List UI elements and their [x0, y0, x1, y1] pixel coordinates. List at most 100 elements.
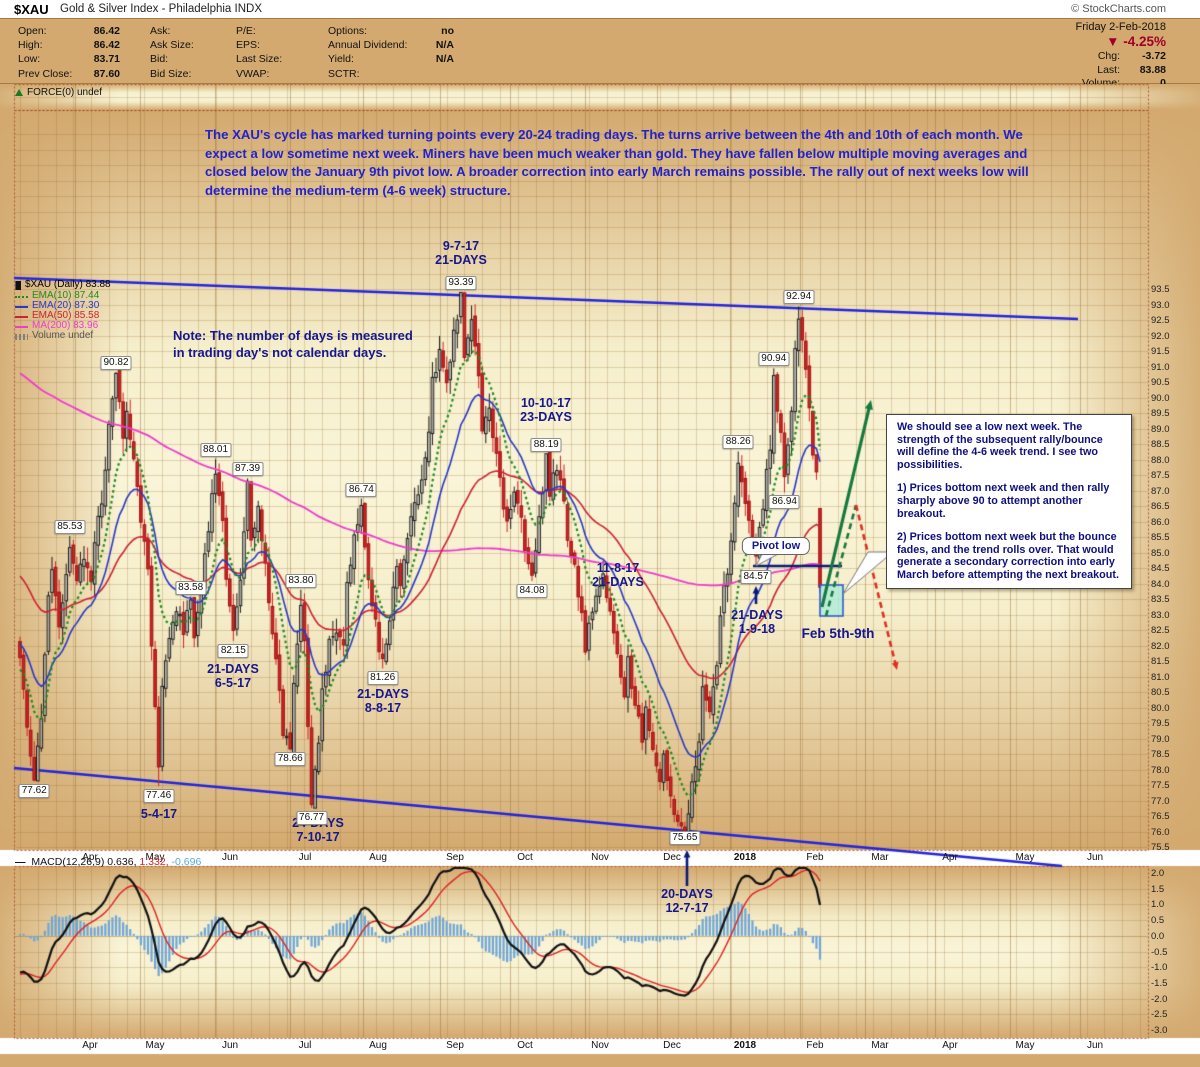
quote-label: Bid:	[150, 53, 169, 66]
price-axis-tick: 81.5	[1151, 656, 1170, 667]
quote-columns: Open: 86.42 High: 86.42 Low: 83.71 Prev Close:…	[18, 24, 454, 81]
quote-field: Open: 86.42	[18, 24, 120, 38]
month-axis-label: Dec	[663, 852, 681, 863]
price-label: 87.39	[232, 462, 264, 477]
quote-label: Open:	[18, 25, 47, 37]
macd-axis-tick: 1.0	[1151, 899, 1165, 911]
quote-field: Ask Size:	[150, 38, 206, 52]
price-label: 88.26	[722, 435, 754, 450]
percent-change-value: -4.25%	[1123, 34, 1166, 49]
price-axis-tick: 88.0	[1151, 454, 1170, 466]
quote-field: Bid Size:	[150, 67, 206, 81]
quote-value: 86.42	[93, 39, 120, 52]
price-label: 85.53	[54, 520, 86, 535]
quote-value	[424, 67, 454, 81]
price-axis-tick: 79.0	[1151, 733, 1170, 745]
quote-label: EPS:	[236, 39, 260, 52]
chart-legend: $XAU (Daily) 83.88 EMA(10) 87.44 EMA(20) 8…	[15, 279, 111, 342]
quote-field: Ask:	[150, 24, 206, 38]
month-axis-label: Jun	[1086, 852, 1104, 863]
commentary-box: We should see a low next week. The stren…	[886, 414, 1132, 589]
month-axis-label: Apr	[942, 1040, 958, 1051]
quote-field: SCTR:	[328, 67, 454, 81]
macd-axis-tick: 1.5	[1151, 883, 1165, 895]
quote-value: 83.71	[93, 53, 120, 66]
month-axis-label: Sep	[446, 1040, 464, 1051]
quote-value: 87.60	[93, 67, 120, 80]
price-axis-tick: 84.0	[1151, 578, 1170, 590]
commentary-paragraph-1: We should see a low next week. The stren…	[897, 421, 1103, 471]
month-axis-label: Mar	[871, 852, 889, 863]
month-axis-label: Jun	[221, 1040, 239, 1051]
quote-summary-rows: Chg: -3.72 Last: 83.88 Volume: 0	[1076, 50, 1166, 91]
cycle-turn-label: 21-DAYS 6-5-17	[207, 662, 259, 690]
price-axis-tick: 89.5	[1151, 408, 1170, 419]
price-axis-tick: 76.0	[1151, 826, 1170, 838]
price-label: 93.39	[445, 276, 477, 291]
price-axis-tick: 93.5	[1151, 284, 1170, 295]
price-label: 90.82	[100, 356, 132, 371]
macd-value: 1.332,	[136, 856, 169, 868]
page-title: Gold & Silver Index - Philadelphia INDX	[60, 3, 262, 15]
quote-column: P/E: EPS: Last Size: VWAP:	[236, 24, 298, 81]
month-axis-label: Nov	[591, 1040, 609, 1051]
month-axis-label: Sep	[446, 852, 464, 863]
price-label: 84.08	[516, 584, 548, 599]
price-axis-tick: 76.5	[1151, 811, 1170, 822]
price-label: 92.94	[783, 290, 815, 305]
quote-value: 86.42	[93, 25, 120, 37]
macd-axis-tick: 0.0	[1151, 930, 1165, 942]
pivot-low-callout: Pivot low	[741, 537, 811, 555]
quote-label: P/E:	[236, 25, 256, 37]
legend-item: EMA(10) 87.44	[15, 291, 111, 302]
quote-field: Bid:	[150, 52, 206, 66]
macd-axis-tick: -1.0	[1151, 962, 1168, 974]
quote-label: Low:	[18, 53, 41, 66]
price-axis-tick: 82.5	[1151, 625, 1170, 636]
quote-label: Ask:	[150, 25, 171, 37]
month-axis-label: Aug	[369, 1040, 387, 1051]
series-label: $XAU (Daily) 83.88	[15, 279, 111, 291]
quote-label: Ask Size:	[150, 39, 194, 52]
month-axis-label: Oct	[517, 1040, 533, 1051]
quote-value: no	[441, 25, 454, 37]
price-axis-tick: 81.0	[1151, 671, 1170, 683]
macd-axis-tick: 2.0	[1151, 868, 1165, 879]
price-axis-tick: 79.5	[1151, 718, 1170, 729]
legend-swatch-icon	[15, 315, 28, 318]
down-arrow-icon: ▼	[1106, 34, 1120, 49]
month-axis-label: Feb	[806, 1040, 824, 1051]
quote-field: Yield: N/A	[328, 52, 454, 66]
month-axis-label: Apr	[942, 852, 958, 863]
macd-axis-tick: 0.5	[1151, 915, 1165, 927]
quote-label: High:	[18, 39, 43, 52]
quote-label: Bid Size:	[150, 67, 192, 80]
month-axis-label: Apr	[82, 1040, 98, 1051]
price-label: 82.15	[217, 643, 249, 658]
macd-value: -0.696	[168, 856, 202, 868]
price-label: 83.58	[175, 580, 207, 595]
price-label: 90.94	[758, 352, 790, 367]
macd-values: 0.636, 1.332, -0.696	[107, 856, 201, 868]
candlestick-icon	[15, 280, 21, 290]
price-axis-tick: 90.5	[1151, 377, 1170, 388]
price-axis-tick: 91.5	[1151, 346, 1170, 357]
price-axis-tick: 88.5	[1151, 439, 1170, 450]
quote-column: Options: no Annual Dividend: N/A Yield: N/A SC…	[328, 24, 454, 81]
quote-field: VWAP:	[236, 67, 298, 81]
price-axis-tick: 83.0	[1151, 609, 1170, 621]
quote-label: Prev Close:	[18, 67, 73, 80]
price-axis-tick: 80.5	[1151, 687, 1170, 698]
month-axis-label: Jul	[298, 852, 312, 863]
price-axis-tick: 86.0	[1151, 516, 1170, 528]
quote-value: N/A	[435, 53, 454, 66]
price-axis-tick: 75.5	[1151, 842, 1170, 853]
price-label: 86.74	[345, 482, 377, 497]
price-axis-tick: 92.0	[1151, 330, 1170, 342]
quote-label: SCTR:	[328, 67, 360, 80]
price-axis-tick: 87.0	[1151, 485, 1170, 497]
month-axis-label: May	[1015, 1040, 1035, 1051]
cycle-commentary-text: The XAU's cycle has marked turning point…	[205, 127, 1029, 198]
price-label: 84.57	[740, 570, 772, 584]
